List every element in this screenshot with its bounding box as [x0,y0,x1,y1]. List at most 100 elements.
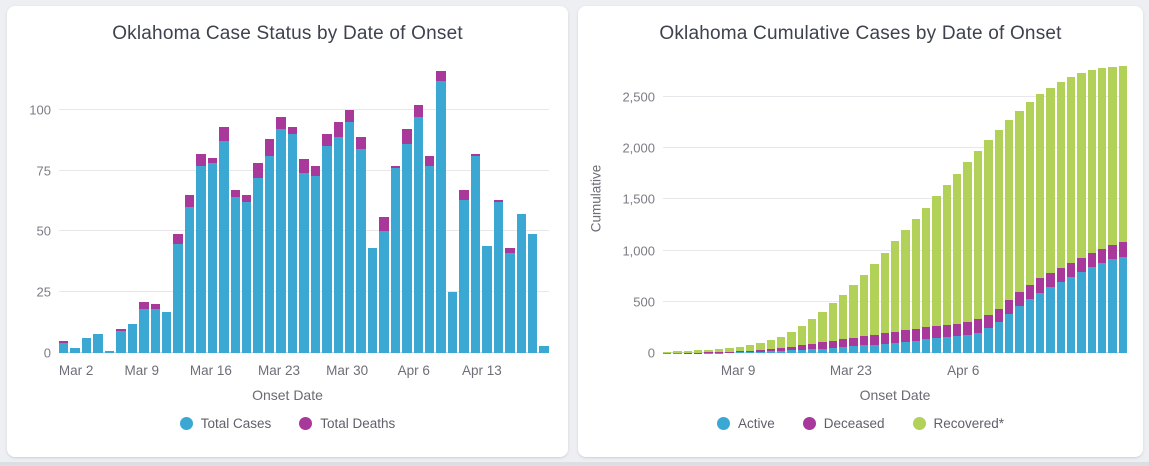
stacked-bar[interactable] [963,60,972,353]
bar-segment-recovered [787,332,796,347]
stacked-bar[interactable] [1108,60,1117,353]
stacked-bar[interactable] [196,60,206,353]
stacked-bar[interactable] [59,60,69,353]
stacked-bar[interactable] [139,60,149,353]
bar-segment-recovered [984,139,993,315]
stacked-bar[interactable] [1004,60,1014,353]
legend-item-total-cases[interactable]: Total Cases [179,416,271,431]
stacked-bar[interactable] [81,60,92,353]
stacked-bar[interactable] [797,60,807,353]
stacked-bar[interactable] [527,60,538,353]
stacked-bar[interactable] [70,60,80,353]
stacked-bar[interactable] [683,60,693,353]
stacked-bar[interactable] [1015,60,1024,353]
stacked-bar[interactable] [184,60,195,353]
stacked-bar[interactable] [859,60,869,353]
bar-segment-active [1087,266,1097,353]
stacked-bar[interactable] [459,60,469,353]
stacked-bar[interactable] [425,60,435,353]
stacked-bar[interactable] [413,60,423,353]
legend-item-deceased[interactable]: Deceased [802,416,885,431]
stacked-bar[interactable] [932,60,941,353]
stacked-bar[interactable] [1067,60,1076,353]
stacked-bar[interactable] [219,60,229,353]
stacked-bar[interactable] [516,60,526,353]
stacked-bar[interactable] [828,60,838,353]
stacked-bar[interactable] [673,60,682,353]
stacked-bar[interactable] [482,60,492,353]
stacked-bar[interactable] [725,60,734,353]
stacked-bar[interactable] [253,60,263,353]
stacked-bar[interactable] [694,60,703,353]
stacked-bar[interactable] [776,60,786,353]
stacked-bar[interactable] [735,60,744,353]
stacked-bar[interactable] [1056,60,1066,353]
stacked-bar[interactable] [1098,60,1107,353]
stacked-bar[interactable] [127,60,138,353]
stacked-bar[interactable] [818,60,827,353]
stacked-bar[interactable] [299,60,309,353]
stacked-bar[interactable] [973,60,983,353]
stacked-bar[interactable] [911,60,920,353]
stacked-bar[interactable] [839,60,848,353]
stacked-bar[interactable] [344,60,355,353]
stacked-bar[interactable] [161,60,172,353]
stacked-bar[interactable] [207,60,218,353]
stacked-bar[interactable] [1118,60,1128,353]
stacked-bar[interactable] [994,60,1003,353]
stacked-bar[interactable] [322,60,332,353]
stacked-bar[interactable] [745,60,755,353]
stacked-bar[interactable] [276,60,286,353]
stacked-bar[interactable] [714,60,724,353]
stacked-bar[interactable] [704,60,713,353]
stacked-bar[interactable] [470,60,481,353]
stacked-bar[interactable] [942,60,952,353]
legend-item-active[interactable]: Active [716,416,775,431]
stacked-bar[interactable] [104,60,115,353]
stacked-bar[interactable] [787,60,796,353]
stacked-bar[interactable] [230,60,240,353]
case-status-chart-title: Oklahoma Case Status by Date of Onset [112,23,463,44]
stacked-bar[interactable] [870,60,879,353]
stacked-bar[interactable] [890,60,900,353]
bar-segment-active [1004,314,1014,353]
stacked-bar[interactable] [766,60,775,353]
stacked-bar[interactable] [367,60,378,353]
bar-segment-recovered [808,319,817,344]
stacked-bar[interactable] [808,60,817,353]
stacked-bar[interactable] [116,60,126,353]
stacked-bar[interactable] [880,60,889,353]
stacked-bar[interactable] [447,60,458,353]
stacked-bar[interactable] [242,60,252,353]
stacked-bar[interactable] [436,60,446,353]
stacked-bar[interactable] [1046,60,1055,353]
stacked-bar[interactable] [663,60,672,353]
stacked-bar[interactable] [539,60,549,353]
legend-item-recovered[interactable]: Recovered* [912,416,1004,431]
stacked-bar[interactable] [953,60,962,353]
stacked-bar[interactable] [310,60,321,353]
stacked-bar[interactable] [379,60,389,353]
stacked-bar[interactable] [493,60,504,353]
stacked-bar[interactable] [390,60,401,353]
stacked-bar[interactable] [1035,60,1045,353]
stacked-bar[interactable] [1087,60,1097,353]
stacked-bar[interactable] [756,60,765,353]
stacked-bar[interactable] [402,60,412,353]
stacked-bar[interactable] [1025,60,1034,353]
legend-item-total-deaths[interactable]: Total Deaths [299,416,395,431]
stacked-bar[interactable] [921,60,931,353]
stacked-bar[interactable] [901,60,910,353]
bar-segment-recovered [704,349,713,353]
stacked-bar[interactable] [505,60,515,353]
stacked-bar[interactable] [150,60,160,353]
stacked-bar[interactable] [1077,60,1086,353]
stacked-bar[interactable] [287,60,298,353]
stacked-bar[interactable] [264,60,275,353]
stacked-bar[interactable] [984,60,993,353]
stacked-bar[interactable] [849,60,858,353]
stacked-bar[interactable] [93,60,103,353]
stacked-bar[interactable] [333,60,343,353]
stacked-bar[interactable] [356,60,366,353]
stacked-bar[interactable] [173,60,183,353]
